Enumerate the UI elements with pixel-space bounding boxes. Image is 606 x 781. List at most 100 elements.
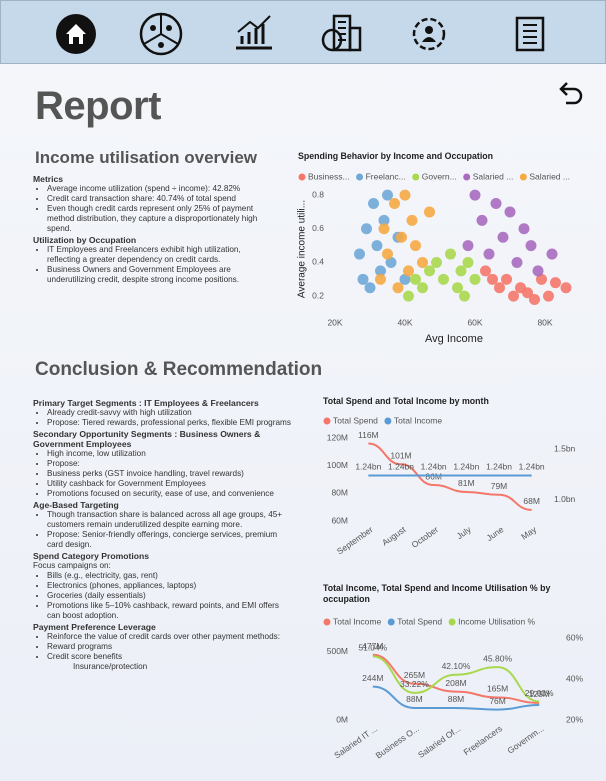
scatter-point <box>403 290 414 302</box>
x-tick-label: August <box>380 524 408 548</box>
legend-label: Salaried ... <box>529 171 570 181</box>
x-tick-label: 40K <box>397 317 412 327</box>
legend-swatch <box>448 618 456 626</box>
scatter-point <box>532 265 544 277</box>
scatter-point <box>378 223 390 235</box>
scatter-point <box>403 265 414 277</box>
data-label: 244M <box>362 673 383 683</box>
y2-tick-label: 40% <box>566 673 583 683</box>
x-tick-label: 60K <box>467 317 482 327</box>
scatter-point <box>550 277 561 289</box>
scatter-point <box>431 256 442 268</box>
nav-bar <box>0 0 606 64</box>
legend-swatch <box>323 618 331 626</box>
bullet-item: Propose: <box>47 459 291 469</box>
scatter-point <box>522 287 533 299</box>
data-label: 1.24bn <box>453 462 479 472</box>
x-tick-label: June <box>485 524 506 543</box>
bullet-item: Bills (e.g., electricity, gas, rent) <box>47 571 291 581</box>
y2-tick-label: 60% <box>566 632 583 642</box>
scatter-point <box>410 240 421 252</box>
bullet-item: High income, low utilization <box>47 449 291 459</box>
scatter-point <box>389 198 400 210</box>
bullet-list: Bills (e.g., electricity, gas, rent)Elec… <box>33 571 291 621</box>
scatter-point <box>368 198 379 210</box>
report-button[interactable] <box>515 16 545 52</box>
group-title: Secondary Opportunity Segments : Busines… <box>33 429 261 449</box>
group-title: Spend Category Promotions <box>33 551 150 561</box>
scatter-point <box>462 240 474 252</box>
group-title: Metrics <box>33 174 64 184</box>
data-label: 45.80% <box>483 653 512 663</box>
scatter-point <box>546 248 558 260</box>
scatter-point <box>375 273 386 285</box>
x-tick-label: 20K <box>327 317 342 327</box>
y-tick-label: 0.8 <box>312 189 324 199</box>
scatter-point <box>438 273 449 285</box>
x-tick-label: 80K <box>537 317 552 327</box>
bullet-item: Business Owners and Government Employees… <box>47 265 271 285</box>
bullet-item: Though transaction share is balanced acr… <box>47 510 291 530</box>
y-tick-label: 0.6 <box>312 223 324 233</box>
scatter-point <box>525 240 537 252</box>
y-tick-label: 60M <box>331 515 348 525</box>
section-heading: Income utilisation overview <box>35 148 258 167</box>
x-tick-label: Freelancers <box>462 723 505 757</box>
group-title: Payment Preference Leverage <box>33 622 156 632</box>
x-tick-label: Salaried Of... <box>416 723 462 760</box>
legend-swatch <box>323 417 331 425</box>
scatter-point <box>504 206 516 218</box>
bullet-list: IT Employees and Freelancers exhibit hig… <box>33 245 271 285</box>
legend-label: Total Income <box>333 616 381 626</box>
conclusion-text: Primary Target Segments : IT Employees &… <box>33 397 291 672</box>
bullet-item: Business perks (GST invoice handling, tr… <box>47 469 291 479</box>
series-line <box>372 653 540 704</box>
series-line <box>368 442 532 511</box>
scatter-point <box>354 248 365 260</box>
scatter-point <box>487 273 498 285</box>
series-line <box>372 655 540 703</box>
x-tick-label: Salaried IT ... <box>332 723 379 760</box>
legend-label: Income Utilisation % <box>458 616 535 626</box>
profile-button[interactable] <box>412 17 446 51</box>
bullet-item: Electronics (phones, appliances, laptops… <box>47 581 291 591</box>
bullet-list: Reinforce the value of credit cards over… <box>33 632 291 662</box>
data-label: 79M <box>491 481 508 491</box>
x-tick-label: July <box>455 524 474 541</box>
scatter-point <box>455 265 467 277</box>
data-label: 265M <box>404 670 425 680</box>
bullet-item: Promotions like 5–10% cashback, reward p… <box>47 601 291 621</box>
legend-swatch <box>356 173 364 181</box>
data-label: 125M <box>529 689 550 699</box>
x-tick-label: September <box>335 524 375 556</box>
y2-tick-label: 20% <box>566 714 583 724</box>
y2-tick-label: 1.0bn <box>554 494 576 504</box>
x-tick-label: October <box>410 524 441 550</box>
bullet-item: Propose: Tiered rewards, professional pe… <box>47 418 291 428</box>
scatter-point <box>560 282 572 294</box>
legend-swatch <box>387 618 395 626</box>
scatter-point <box>497 231 509 243</box>
bullet-list: Already credit-savvy with high utilizati… <box>33 408 291 428</box>
scatter-point <box>385 256 397 268</box>
home-button[interactable] <box>56 14 96 54</box>
back-button[interactable] <box>556 80 584 106</box>
data-label: 1.24bn <box>421 462 447 472</box>
group-title: Utilization by Occupation <box>33 235 137 245</box>
scatter-point <box>382 248 393 260</box>
scatter-point <box>480 265 491 277</box>
scatter-point <box>399 273 411 285</box>
segments-button[interactable] <box>139 12 183 56</box>
finance-button[interactable] <box>321 28 343 52</box>
scatter-point <box>410 273 421 285</box>
business-button[interactable] <box>332 14 362 52</box>
growth-button[interactable] <box>236 15 272 50</box>
legend-label: Total Income <box>394 415 442 425</box>
scatter-point <box>476 214 488 226</box>
section-heading: Conclusion & Recommendation <box>35 359 323 380</box>
group-title: Primary Target Segments : IT Employees &… <box>33 398 259 408</box>
scatter-point <box>392 282 404 294</box>
scatter-point <box>424 265 435 277</box>
